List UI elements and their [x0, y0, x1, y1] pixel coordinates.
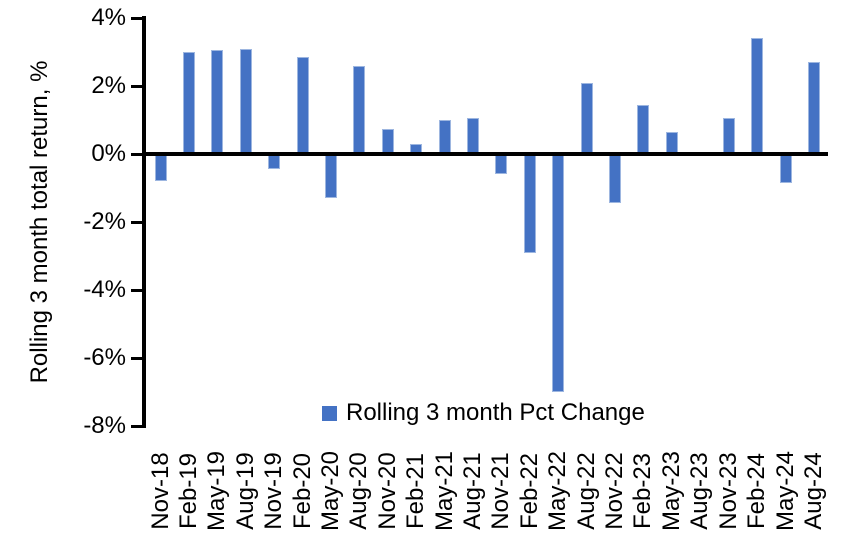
bar-Feb-19 — [182, 52, 195, 156]
bar-May-19 — [211, 50, 224, 156]
x-axis-tick-label: Nov-19 — [260, 452, 288, 530]
y-axis-tick-mark — [131, 288, 146, 292]
bar-Nov-23 — [722, 118, 735, 156]
x-axis-tick-label: May-24 — [771, 450, 799, 532]
bar-Aug-24 — [807, 62, 820, 156]
bar-Nov-19 — [268, 153, 281, 170]
bar-Aug-20 — [353, 65, 366, 156]
y-axis-tick-mark — [131, 152, 146, 156]
bar-Aug-22 — [580, 82, 593, 156]
x-axis-tick-label: Aug-23 — [686, 452, 714, 530]
y-axis-tick-label: 2% — [91, 72, 126, 99]
bar-May-22 — [552, 153, 565, 392]
y-axis-tick-label: -8% — [83, 412, 126, 439]
y-axis-tick-mark — [131, 356, 146, 360]
x-axis-zero-line — [142, 152, 828, 156]
bar-Nov-21 — [495, 153, 508, 175]
x-axis-tick-label: May-21 — [430, 450, 458, 532]
x-axis-tick-label: May-22 — [544, 450, 572, 532]
bar-Aug-19 — [239, 48, 252, 156]
x-axis-tick-label: Aug-22 — [572, 452, 600, 530]
y-axis-tick-mark — [131, 424, 146, 428]
bar-Nov-18 — [154, 153, 167, 182]
x-axis-tick-label: Aug-19 — [231, 452, 259, 530]
bar-Feb-22 — [523, 153, 536, 253]
legend-color-swatch — [322, 405, 337, 421]
y-axis-tick-label: 0% — [91, 140, 126, 167]
y-axis-tick-label: -6% — [83, 344, 126, 371]
x-axis-tick-label: Aug-21 — [459, 452, 486, 530]
bar-Feb-20 — [296, 57, 309, 156]
x-axis-tick-label: Nov-20 — [373, 452, 401, 530]
x-axis-tick-label: Nov-22 — [601, 452, 629, 530]
y-axis-tick-mark — [131, 16, 146, 20]
x-axis-tick-label: Nov-21 — [487, 452, 515, 530]
x-axis-tick-label: May-19 — [203, 450, 231, 532]
x-axis-tick-label: Feb-24 — [743, 452, 771, 530]
bar-May-21 — [438, 120, 451, 156]
y-axis-tick-mark — [131, 220, 146, 224]
legend: Rolling 3 month Pct Change — [322, 401, 645, 425]
bar-Feb-23 — [637, 104, 650, 156]
bar-May-24 — [779, 153, 792, 183]
x-axis-tick-label: Feb-22 — [515, 452, 543, 530]
x-axis-tick-label: Aug-24 — [799, 452, 827, 530]
y-axis-tick-mark — [131, 84, 146, 88]
bar-May-20 — [324, 153, 337, 199]
y-axis-tick-label: -2% — [83, 208, 126, 235]
x-axis-tick-label: Feb-19 — [174, 452, 202, 530]
x-axis-tick-label: Nov-23 — [714, 452, 742, 530]
x-axis-tick-label: May-20 — [316, 450, 344, 532]
x-axis-tick-label: Feb-20 — [288, 452, 316, 530]
bar-Feb-24 — [751, 38, 764, 156]
y-axis-tick-label: -4% — [83, 276, 126, 303]
y-axis-tick-label: 4% — [91, 4, 126, 31]
y-axis-line — [142, 16, 146, 428]
x-axis-tick-label: Feb-23 — [629, 452, 657, 530]
x-axis-tick-label: Aug-20 — [345, 452, 373, 530]
bar-Aug-21 — [467, 118, 479, 156]
legend-series-label: Rolling 3 month Pct Change — [346, 399, 645, 426]
bar-Nov-22 — [609, 153, 622, 204]
x-axis-tick-label: May-23 — [657, 450, 685, 532]
x-axis-tick-label: Feb-21 — [402, 452, 430, 530]
x-axis-tick-label: Nov-18 — [146, 452, 174, 530]
